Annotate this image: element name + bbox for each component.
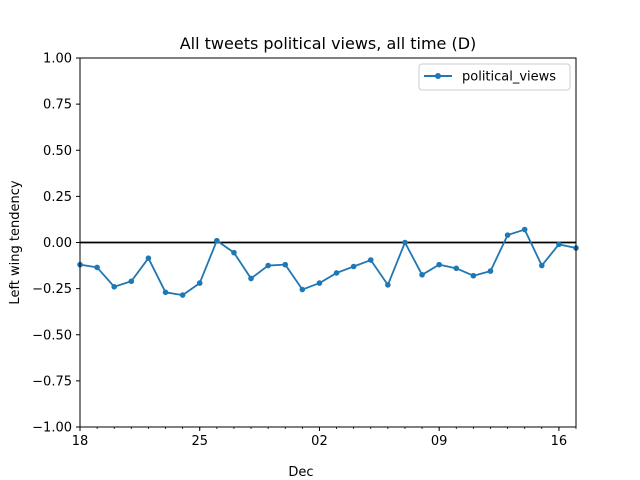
data-point — [487, 268, 494, 274]
y-tick-label: 0.75 — [43, 98, 72, 113]
y-tick-label: −0.75 — [32, 374, 72, 389]
x-tick-label: 18 — [72, 434, 89, 449]
data-point — [196, 280, 203, 286]
series-line-political-views — [79, 228, 577, 296]
series-group — [77, 226, 579, 298]
data-point — [128, 278, 135, 285]
data-point — [299, 286, 306, 293]
chart-title: All tweets political views, all time (D) — [180, 34, 477, 53]
data-point — [504, 232, 511, 238]
data-point — [333, 270, 340, 276]
data-point — [385, 282, 391, 288]
data-point — [145, 255, 152, 261]
plot-frame — [79, 57, 577, 428]
legend-marker-swatch — [435, 73, 441, 79]
data-point — [265, 262, 271, 269]
x-axis-label: Dec — [288, 465, 313, 480]
data-point — [419, 271, 425, 278]
data-point — [538, 262, 545, 269]
data-point — [162, 289, 169, 296]
y-tick-label: 1.00 — [43, 52, 72, 67]
data-point — [402, 239, 408, 246]
legend: political_views — [418, 63, 571, 91]
data-point — [248, 275, 254, 282]
data-point — [350, 263, 357, 270]
y-axis: −1.00 −0.75 −0.50 −0.25 0.00 0.25 0.50 0.75 1.00 — [32, 52, 80, 436]
y-axis-label: Left wing tendency — [8, 180, 23, 304]
y-tick-label: 0.25 — [43, 190, 72, 205]
x-tick-label: 02 — [311, 434, 328, 449]
y-tick-label: 0.50 — [43, 144, 72, 159]
y-tick-label: −1.00 — [32, 421, 72, 436]
legend-entry-political-views: political_views — [462, 70, 556, 85]
plot-area: −1.00 −0.75 −0.50 −0.25 0.00 0.25 0.50 0.75 1.00… — [32, 52, 579, 449]
x-tick-label: 16 — [551, 434, 568, 449]
x-axis: 18 25 02 09 16 — [72, 427, 577, 449]
data-point — [231, 249, 237, 256]
data-point — [94, 264, 100, 271]
x-tick-label: 25 — [191, 434, 208, 449]
legend-box — [418, 63, 571, 91]
data-point — [111, 283, 118, 290]
y-tick-label: −0.25 — [32, 282, 72, 297]
data-point — [214, 237, 220, 244]
data-point — [521, 226, 528, 233]
data-point — [179, 292, 186, 298]
y-tick-label: 0.00 — [43, 236, 72, 251]
data-point — [316, 280, 323, 286]
data-point — [436, 261, 442, 268]
data-point — [453, 265, 460, 272]
y-tick-label: −0.50 — [32, 328, 72, 343]
data-point — [470, 272, 477, 279]
x-tick-label: 09 — [431, 434, 448, 449]
data-point — [282, 261, 289, 268]
data-point — [367, 257, 374, 263]
data-point — [556, 241, 562, 248]
